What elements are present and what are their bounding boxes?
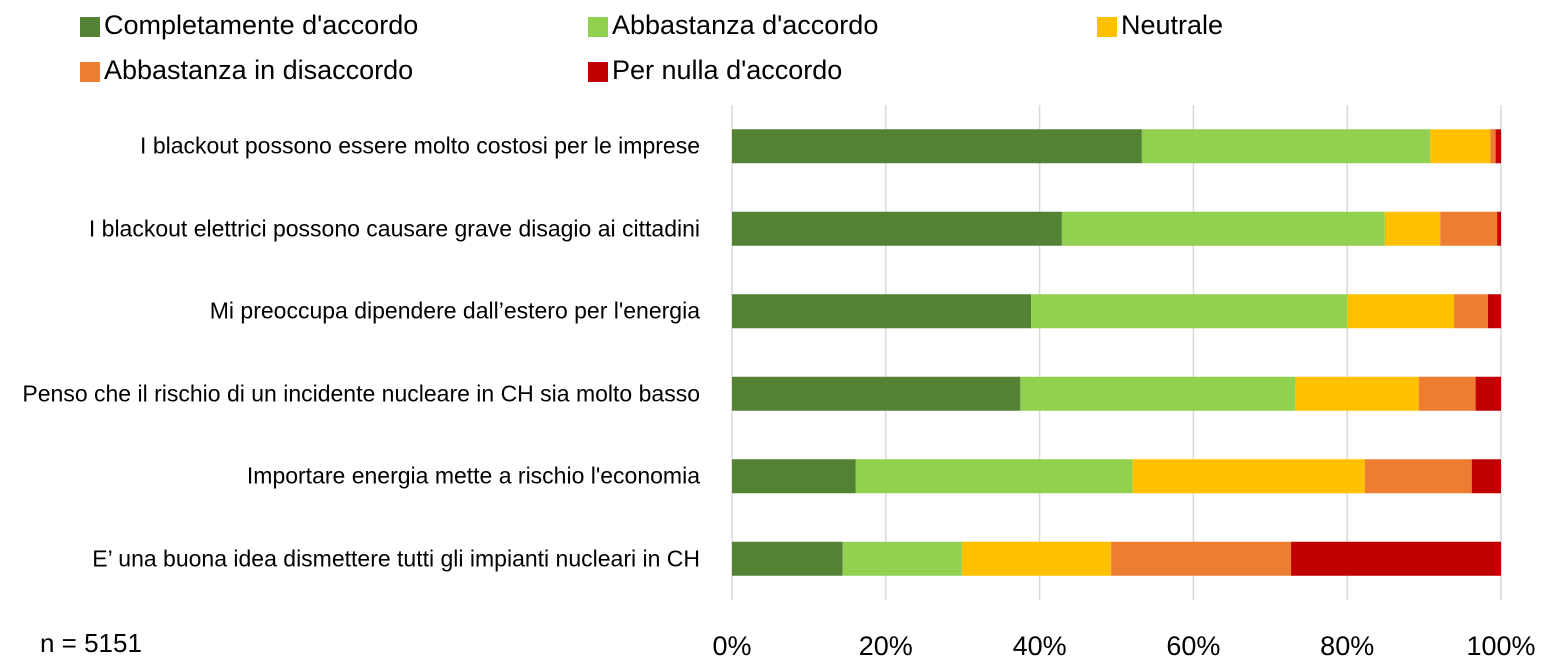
bar-segment [1132, 459, 1365, 494]
legend-swatch [80, 62, 100, 82]
category-label: Importare energia mette a rischio l'econ… [247, 460, 700, 493]
category-text: I blackout possono essere molto costosi … [140, 132, 700, 159]
bar-segment [1141, 129, 1431, 164]
bar-segment [1454, 294, 1488, 329]
bar-segment [1475, 376, 1501, 411]
bar-segment [732, 459, 856, 494]
bar-segment [732, 211, 1062, 246]
category-label: Penso che il rischio di un incidente nuc… [22, 377, 700, 410]
legend-label: Completamente d'accordo [104, 10, 418, 40]
bar-segment [855, 459, 1133, 494]
legend-label: Abbastanza in disaccordo [104, 55, 413, 85]
legend-swatch [588, 62, 608, 82]
bar-segment [1031, 294, 1348, 329]
x-tick-label: 60% [1166, 631, 1220, 661]
bar-segment [1430, 129, 1491, 164]
bar-segment [1291, 541, 1501, 576]
legend-swatch [588, 17, 608, 37]
x-tick-label: 80% [1320, 631, 1374, 661]
bar-segment [1490, 129, 1496, 164]
category-label: I blackout elettrici possono causare gra… [89, 212, 700, 245]
x-tick-label: 20% [859, 631, 913, 661]
bar-segment [1418, 376, 1476, 411]
legend-swatch [1097, 17, 1117, 37]
category-text: Importare energia mette a rischio l'econ… [246, 462, 700, 489]
bar-segment [1487, 294, 1501, 329]
bar-segment [1384, 211, 1441, 246]
bar-segment [732, 541, 843, 576]
x-tick-label: 40% [1013, 631, 1067, 661]
legend-label: Per nulla d'accordo [612, 55, 842, 85]
category-label: Mi preoccupa dipendere dall’estero per l… [210, 295, 700, 328]
note: n = 5151 [40, 628, 142, 658]
legend-label: Abbastanza d'accordo [612, 10, 878, 40]
bar-segment [1061, 211, 1385, 246]
bar-segment [1111, 541, 1292, 576]
bar-segment [1497, 211, 1501, 246]
bar-segment [1347, 294, 1455, 329]
legend-swatch [80, 17, 100, 37]
legend-label: Neutrale [1121, 10, 1223, 40]
bar-segment [842, 541, 962, 576]
bar-segment [732, 129, 1142, 164]
bar-segment [1471, 459, 1501, 494]
bar-segment [961, 541, 1112, 576]
category-text: Mi preoccupa dipendere dall’estero per l… [209, 297, 700, 324]
bar-segment [1440, 211, 1498, 246]
bar-segment [732, 294, 1032, 329]
category-text: I blackout elettrici possono causare gra… [88, 215, 700, 242]
category-text: E’ una buona idea dismettere tutti gli i… [92, 545, 700, 572]
category-text: Penso che il rischio di un incidente nuc… [22, 380, 700, 407]
bar-segment [732, 376, 1021, 411]
bar-segment [1495, 129, 1501, 164]
bar-segment [1020, 376, 1296, 411]
x-tick-label: 100% [1466, 631, 1535, 661]
category-label: I blackout possono essere molto costosi … [140, 130, 700, 163]
x-tick-label: 0% [712, 631, 751, 661]
bar-segment [1295, 376, 1419, 411]
bar-segment [1364, 459, 1472, 494]
category-label: E’ una buona idea dismettere tutti gli i… [92, 542, 700, 575]
